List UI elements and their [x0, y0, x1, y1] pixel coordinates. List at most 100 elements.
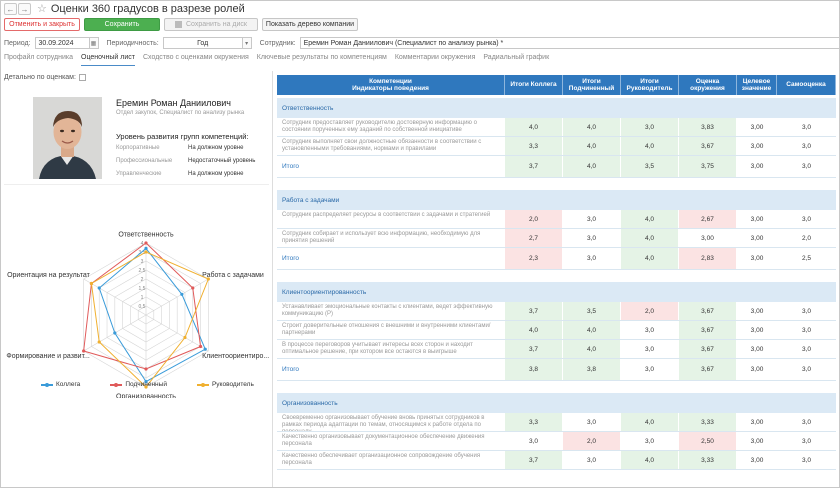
score-cell: 3,0 [563, 229, 621, 247]
data-point[interactable] [183, 335, 187, 340]
score-cell: 4,0 [563, 137, 621, 155]
tab-profile[interactable]: Профайл сотрудника [4, 54, 73, 61]
data-point[interactable] [144, 246, 148, 250]
indicator-text: Сотрудник выполняет свои должностные обя… [282, 139, 482, 152]
legend-label: Руководитель [211, 381, 254, 388]
total-row[interactable]: Итого 3,7 4,0 3,5 3,75 3,00 3,0 [277, 156, 836, 178]
detail-checkbox[interactable] [78, 74, 86, 81]
score-cell: 3,0 [563, 248, 621, 269]
score-cell: 3,7 [505, 156, 563, 177]
tab-key-results[interactable]: Ключевые результаты по компетенциям [256, 54, 387, 61]
periodicity-label: Периодичность: [106, 39, 159, 47]
tick-label: 0,5 [139, 304, 146, 310]
indicator-text: Сотрудник собирает и использует всю инфо… [282, 231, 481, 244]
title-bar: ← → ☆ Оценки 360 градусов в разрезе роле… [1, 1, 839, 17]
score-cell: 4,0 [505, 321, 563, 339]
save-to-disk-button[interactable]: Сохранить на диск [164, 18, 258, 31]
legend-item[interactable]: Коллега [41, 381, 80, 388]
data-point[interactable] [198, 344, 203, 349]
indicator-text: Качественно организовывает документацион… [282, 434, 485, 447]
cancel-close-button[interactable]: Отменить и закрыть [4, 18, 80, 31]
score-cell: 2,50 [679, 432, 737, 450]
score-cell: 3,0 [563, 413, 621, 431]
score-cell: 3,00 [737, 432, 777, 450]
legend-label: Коллега [56, 381, 81, 388]
calendar-icon[interactable]: ▦ [89, 37, 99, 49]
score-cell: 3,0 [777, 321, 836, 339]
level-row-corporate: Корпоративные На должном уровне [116, 145, 243, 151]
employee-input[interactable]: Еремин Роман Даниилович (Специалист по а… [299, 37, 839, 49]
axis-label: Ориентация на результат [7, 272, 91, 279]
data-point[interactable] [144, 367, 148, 371]
periodicity-select[interactable]: Год [162, 37, 243, 49]
score-cell: 2,3 [505, 248, 563, 269]
score-cell: 3,0 [621, 359, 679, 380]
table-row[interactable]: Своевременно организовывает обучение вно… [277, 413, 836, 432]
data-point[interactable] [144, 385, 148, 389]
tick-label: 2,5 [139, 268, 146, 274]
indicator-text: Своевременно организовывает обучение вно… [282, 415, 485, 431]
score-cell: 3,67 [679, 340, 737, 358]
score-cell: 3,33 [679, 413, 737, 431]
table-row[interactable]: Сотрудник выполняет свои должностные обя… [277, 137, 836, 156]
tick-label: 3 [141, 259, 144, 265]
group-title[interactable]: Ответственность [277, 98, 836, 118]
group-title[interactable]: Клиентоориентированность [277, 282, 836, 302]
table-row[interactable]: Сотрудник предоставляет руководителю дос… [277, 118, 836, 137]
score-cell: 3,7 [505, 340, 563, 358]
table-row[interactable]: Устанавливает эмоциональные контакты с к… [277, 302, 836, 321]
legend-item[interactable]: Руководитель [196, 381, 254, 388]
back-arrow-icon[interactable]: ← [4, 3, 17, 15]
score-cell: 3,67 [679, 359, 737, 380]
table-row[interactable]: Качественно обеспечивает организационное… [277, 451, 836, 470]
total-label: Итого [282, 255, 300, 262]
score-cell: 3,0 [621, 340, 679, 358]
employee-department: Отдел закупок, Специалист по анализу рын… [116, 110, 245, 116]
data-point[interactable] [97, 340, 101, 344]
chevron-down-icon[interactable]: ▾ [242, 37, 252, 49]
tab-radial-chart[interactable]: Радиальный график [483, 54, 550, 61]
tick-label: 2 [141, 277, 144, 283]
profile-card: Еремин Роман Даниилович Отдел закупок, С… [4, 88, 269, 185]
group-title[interactable]: Организованность [277, 393, 836, 413]
score-cell: 3,0 [621, 321, 679, 339]
window-title: Оценки 360 градусов в разрезе ролей [50, 3, 245, 15]
data-point[interactable] [113, 331, 117, 335]
show-company-tree-button[interactable]: Показать дерево компании [262, 18, 358, 31]
data-point[interactable] [144, 380, 148, 384]
tab-comments[interactable]: Комментарии окружения [394, 54, 476, 61]
data-point[interactable] [89, 281, 94, 286]
data-point[interactable] [97, 286, 101, 290]
table-row[interactable]: В процессе переговоров учитывает интерес… [277, 340, 836, 359]
total-row[interactable]: Итого 2,3 3,0 4,0 2,83 3,00 2,5 [277, 248, 836, 270]
table-row[interactable]: Сотрудник распределяет ресурсы в соответ… [277, 210, 836, 229]
data-point[interactable] [144, 250, 148, 254]
indicator-text: Устанавливает эмоциональные контакты с к… [282, 304, 493, 317]
total-row[interactable]: Итого 3,8 3,8 3,0 3,67 3,00 3,0 [277, 359, 836, 381]
data-point[interactable] [203, 347, 207, 351]
data-point[interactable] [206, 277, 210, 281]
header-manager: Итоги Руководитель [621, 75, 679, 95]
favorite-star-icon[interactable]: ☆ [37, 2, 47, 15]
data-point[interactable] [191, 286, 195, 290]
level-value: На должном уровне [188, 171, 244, 177]
forward-arrow-icon[interactable]: → [18, 3, 31, 15]
table-row[interactable]: Строит доверительные отношения с внешним… [277, 321, 836, 340]
data-point[interactable] [144, 241, 148, 245]
score-cell: 3,0 [505, 432, 563, 450]
total-label: Итого [282, 366, 300, 373]
table-row[interactable]: Сотрудник собирает и использует всю инфо… [277, 229, 836, 248]
save-button[interactable]: Сохранить [84, 18, 160, 31]
tab-similarity[interactable]: Сходство с оценками окружения [142, 54, 249, 61]
group-title[interactable]: Работа с задачами [277, 190, 836, 210]
data-point[interactable] [82, 349, 86, 353]
data-point[interactable] [180, 292, 184, 296]
table-row[interactable]: Качественно организовывает документацион… [277, 432, 836, 451]
tab-evaluation-sheet[interactable]: Оценочный лист [81, 54, 135, 66]
score-cell: 3,00 [737, 321, 777, 339]
competency-group: Ответственность Сотрудник предоставляет р… [277, 95, 836, 178]
legend-item[interactable]: Подчиненный [110, 381, 167, 388]
competency-level-title: Уровень развития групп компетенций: [116, 132, 249, 141]
floppy-disk-icon [175, 21, 182, 28]
period-input[interactable]: 30.09.2024 [34, 37, 90, 49]
